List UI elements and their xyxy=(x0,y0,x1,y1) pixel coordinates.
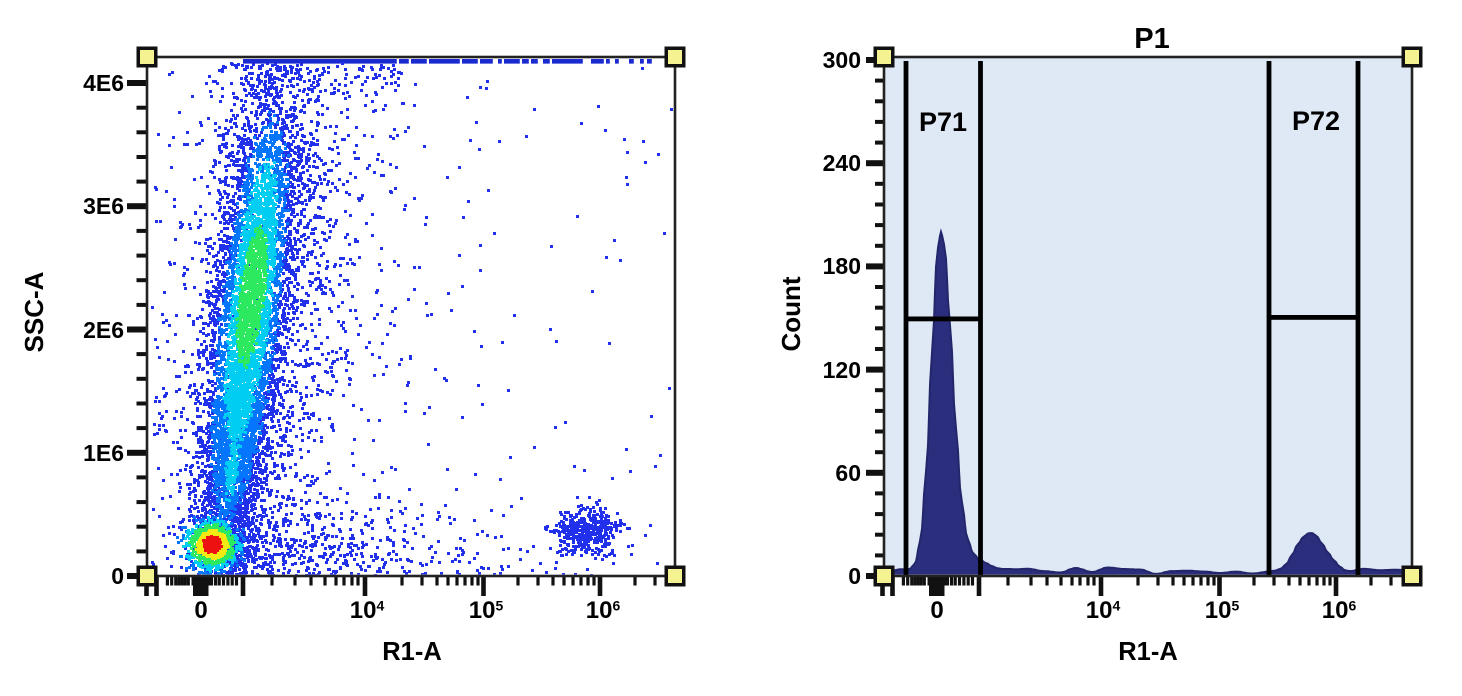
svg-text:R1-A: R1-A xyxy=(382,638,442,666)
svg-text:P71: P71 xyxy=(919,107,967,137)
svg-text:300: 300 xyxy=(823,47,861,73)
svg-text:3E6: 3E6 xyxy=(83,193,124,219)
svg-text:P1: P1 xyxy=(1134,23,1169,55)
svg-text:180: 180 xyxy=(823,253,861,279)
svg-text:1E6: 1E6 xyxy=(83,440,124,466)
svg-text:R1-A: R1-A xyxy=(1118,638,1178,666)
svg-text:0: 0 xyxy=(194,597,207,624)
svg-text:120: 120 xyxy=(823,357,861,383)
svg-text:2E6: 2E6 xyxy=(83,317,124,343)
svg-text:SSC-A: SSC-A xyxy=(19,271,49,352)
svg-text:60: 60 xyxy=(835,460,861,486)
svg-text:P72: P72 xyxy=(1292,106,1340,136)
svg-text:0: 0 xyxy=(848,563,861,589)
svg-text:0: 0 xyxy=(930,597,943,624)
svg-text:Count: Count xyxy=(776,276,806,351)
svg-text:4E6: 4E6 xyxy=(83,70,124,96)
svg-text:0: 0 xyxy=(111,563,124,589)
svg-text:240: 240 xyxy=(823,150,861,176)
